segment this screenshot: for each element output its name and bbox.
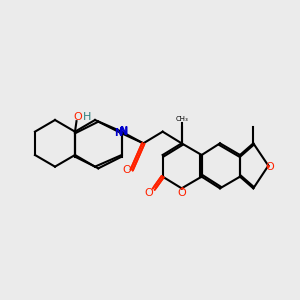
Text: N: N <box>119 126 127 136</box>
Text: H: H <box>83 112 91 122</box>
Text: N: N <box>115 128 123 138</box>
Text: O: O <box>145 188 154 198</box>
Text: N: N <box>118 127 128 137</box>
Text: O: O <box>177 188 186 198</box>
Text: O: O <box>123 165 131 175</box>
Text: O: O <box>74 112 82 122</box>
Text: O: O <box>266 162 274 172</box>
Text: CH₃: CH₃ <box>175 116 188 122</box>
